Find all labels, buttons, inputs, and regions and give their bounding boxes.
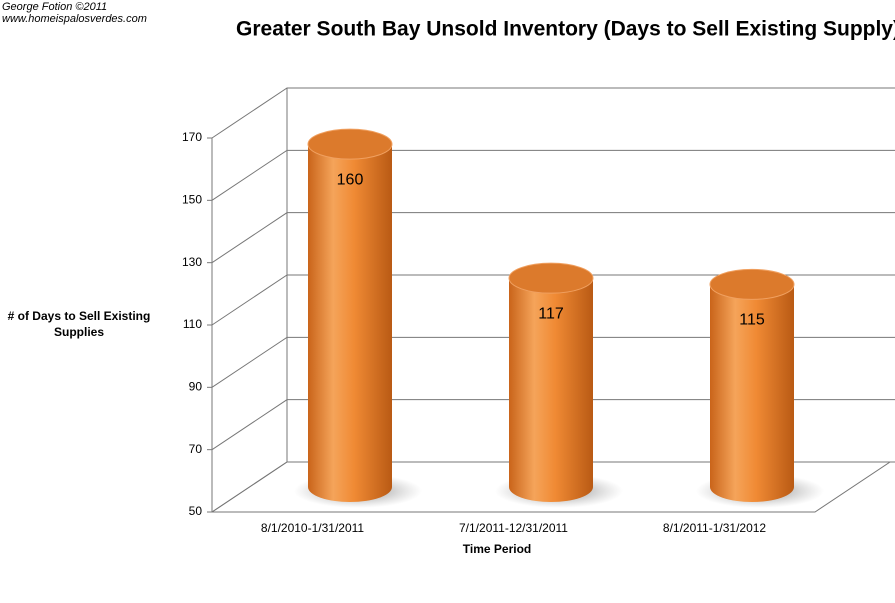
chart-title: Greater South Bay Unsold Inventory (Days…: [236, 18, 895, 41]
x-tick-label: 7/1/2011-12/31/2011: [459, 521, 568, 535]
value-label: 117: [538, 305, 564, 322]
bar-top: [709, 268, 795, 300]
x-axis-label: Time Period: [463, 542, 531, 556]
bar-top: [307, 128, 393, 160]
value-label: 115: [739, 312, 765, 329]
grid-line: [211, 87, 895, 139]
y-tick-label: 110: [183, 317, 202, 331]
y-tick-label: 150: [182, 193, 202, 207]
y-tick-label: 170: [182, 130, 202, 144]
bar: [308, 144, 392, 502]
x-tick-label: 8/1/2011-1/31/2012: [663, 521, 767, 535]
y-tick-label: 130: [182, 255, 202, 269]
x-tick-label: 8/1/2010-1/31/2011: [261, 521, 365, 535]
y-tick-label: 50: [189, 504, 203, 518]
bar-top: [508, 262, 594, 294]
credit: George Fotion ©2011: [2, 1, 107, 13]
bar: [710, 284, 794, 502]
y-tick-label: 90: [189, 380, 203, 394]
bar: [509, 278, 593, 502]
y-axis-label: # of Days to Sell Existing Supplies: [7, 309, 151, 339]
value-label: 160: [337, 171, 364, 188]
credit: www.homeispalosverdes.com: [2, 13, 147, 25]
y-tick-label: 70: [189, 442, 203, 456]
